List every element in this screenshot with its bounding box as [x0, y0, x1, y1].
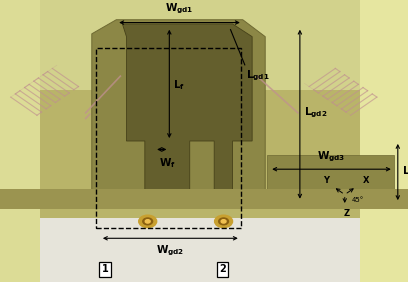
Text: $\mathbf{L_{gd3}}$: $\mathbf{L_{gd3}}$ [402, 165, 408, 179]
Text: 2: 2 [219, 264, 226, 274]
Text: $\mathbf{W_{gd1}}$: $\mathbf{W_{gd1}}$ [165, 1, 194, 16]
Text: 45°: 45° [352, 197, 364, 203]
Text: $\mathbf{L_{gd2}}$: $\mathbf{L_{gd2}}$ [304, 105, 328, 120]
Bar [96, 48, 241, 228]
Text: $\mathbf{W_{gd2}}$: $\mathbf{W_{gd2}}$ [156, 244, 185, 258]
Circle shape [221, 220, 226, 223]
Text: $\mathbf{W_{gd3}}$: $\mathbf{W_{gd3}}$ [317, 149, 346, 164]
Text: $\mathbf{W_f}$: $\mathbf{W_f}$ [159, 157, 176, 170]
Circle shape [139, 215, 157, 228]
Polygon shape [122, 24, 252, 192]
Bar [0, 189, 408, 209]
Bar [267, 155, 394, 203]
Text: Z: Z [344, 209, 350, 218]
Text: X: X [362, 176, 369, 185]
Text: $\mathbf{L_{gd1}}$: $\mathbf{L_{gd1}}$ [246, 69, 270, 83]
Circle shape [143, 218, 153, 225]
Polygon shape [92, 20, 265, 203]
Text: 1: 1 [102, 264, 109, 274]
Text: Y: Y [323, 176, 329, 185]
Text: $\mathbf{L_f}$: $\mathbf{L_f}$ [173, 78, 185, 91]
Circle shape [219, 218, 228, 225]
Circle shape [215, 215, 233, 228]
Circle shape [145, 220, 150, 223]
